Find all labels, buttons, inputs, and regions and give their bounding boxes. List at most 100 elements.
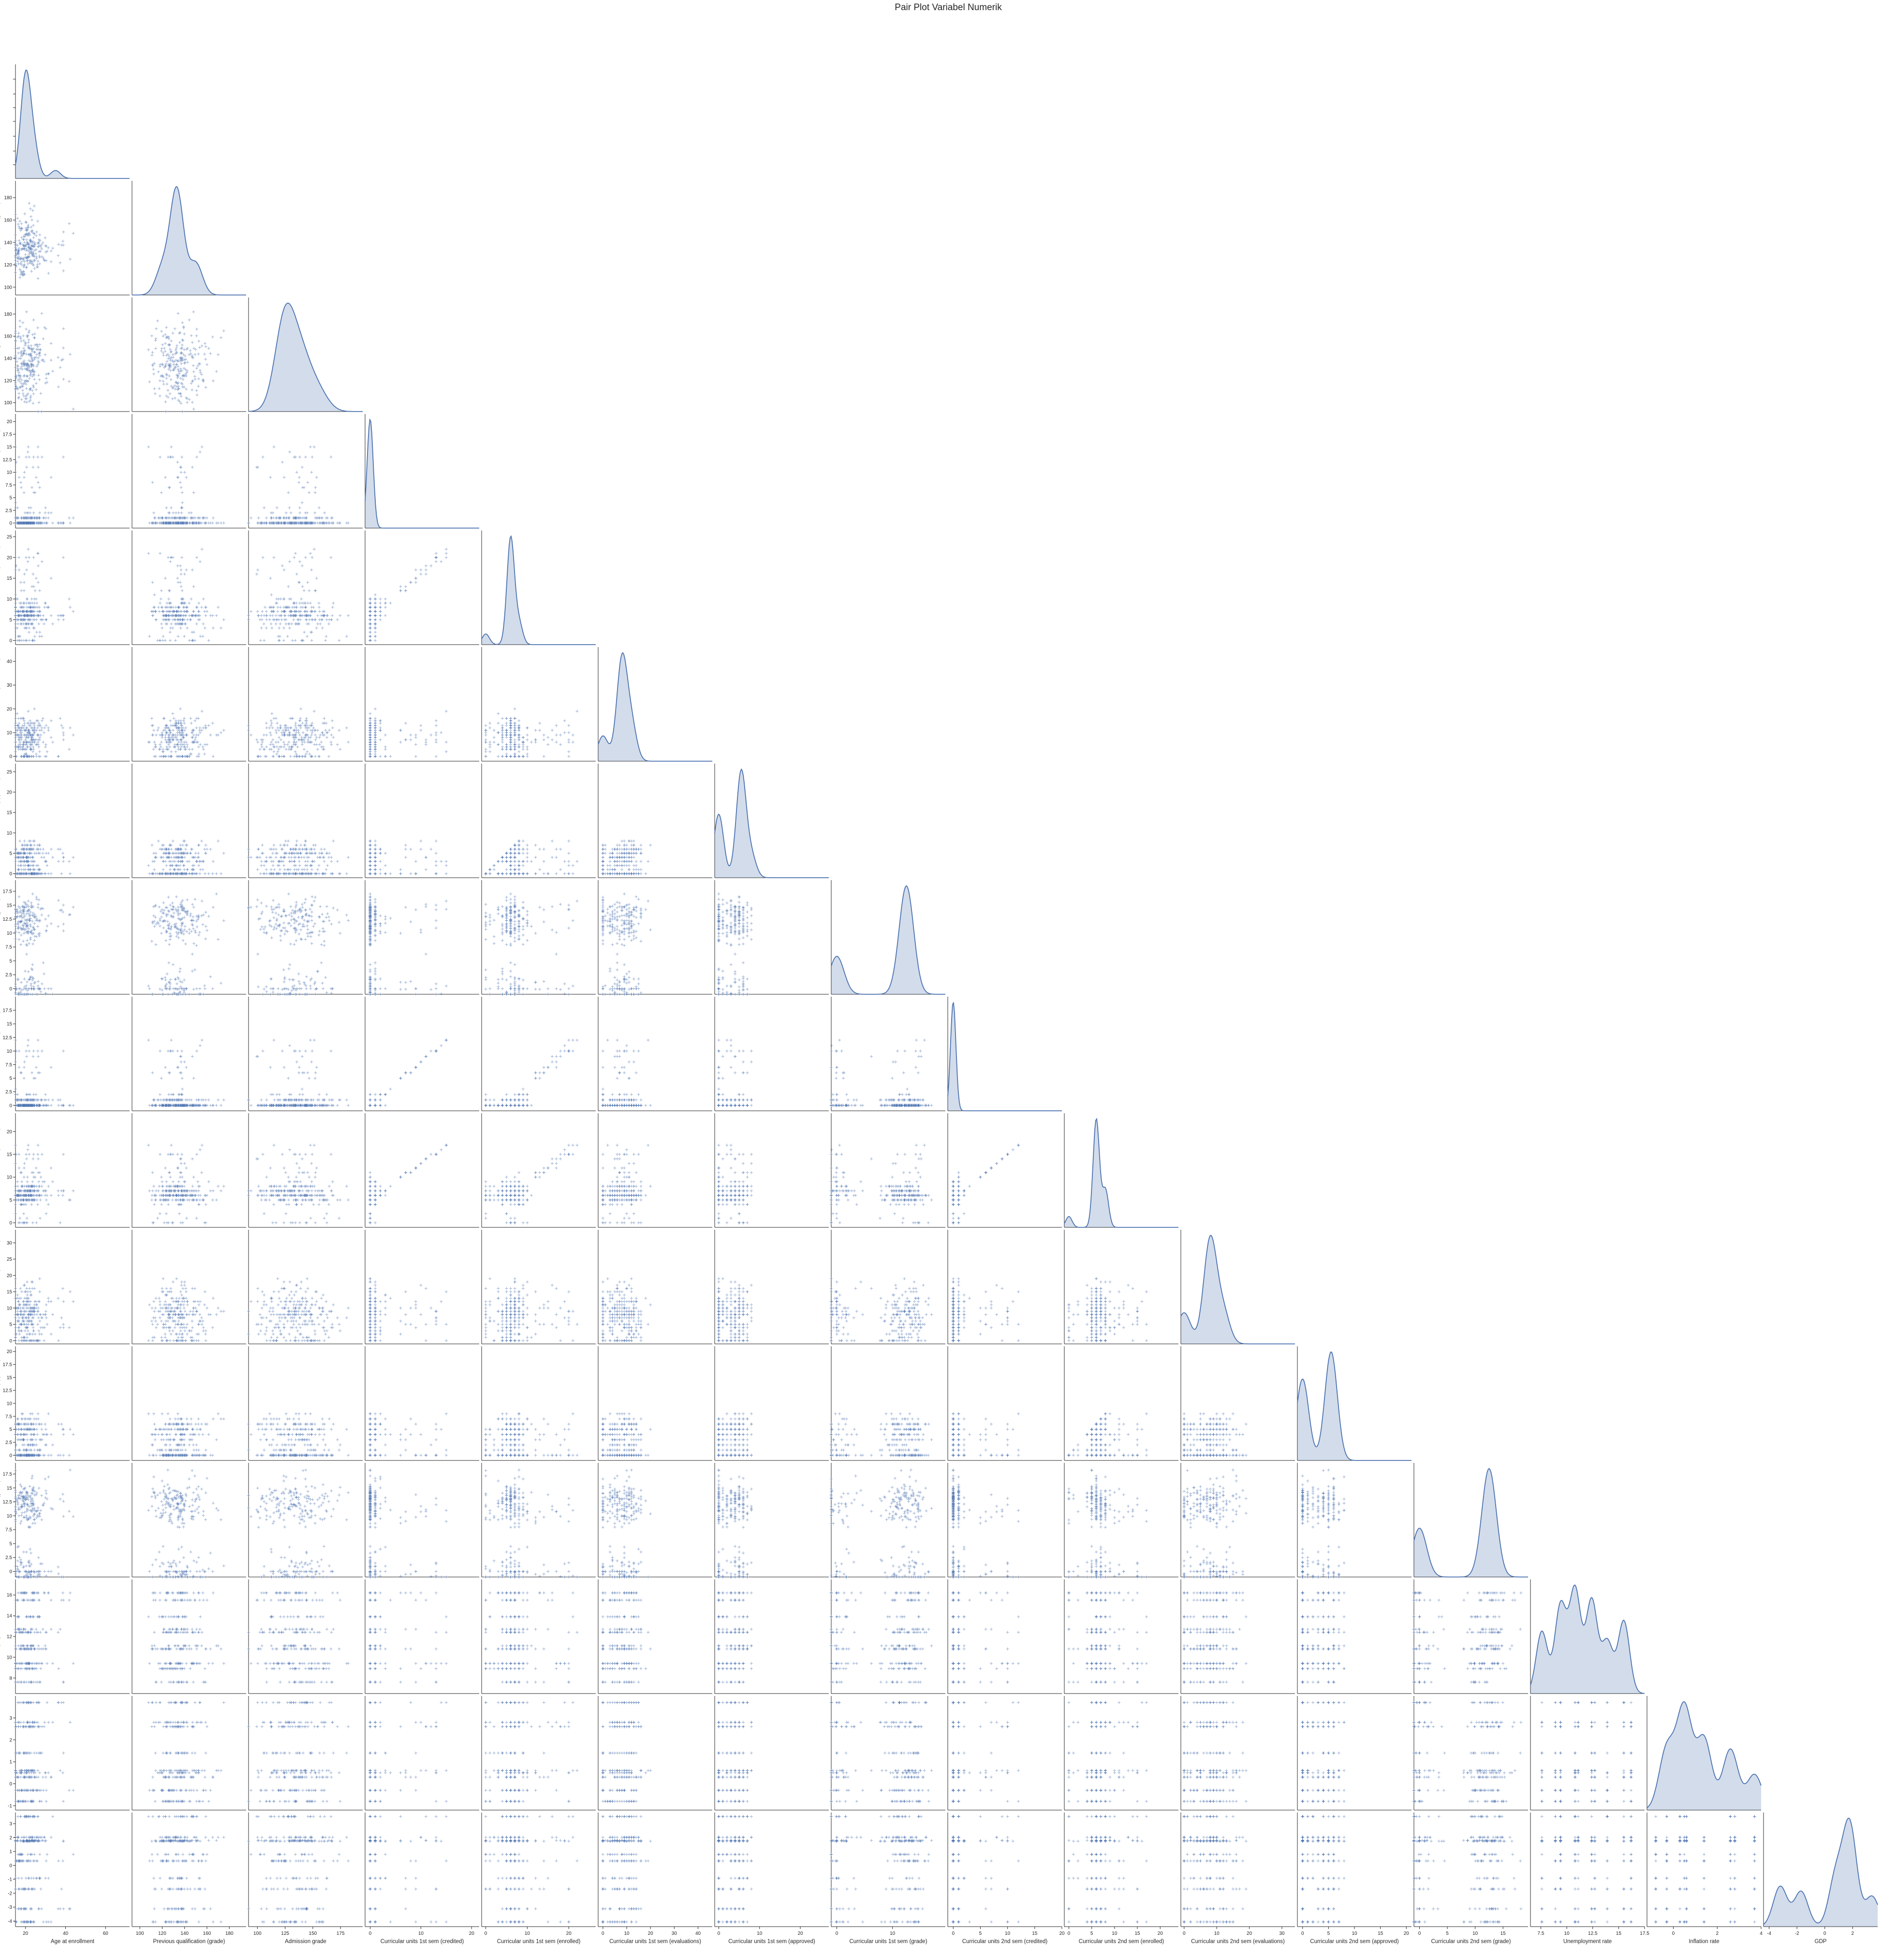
scatter-point — [164, 342, 167, 345]
scatter-point — [37, 260, 40, 263]
scatter-point — [50, 260, 53, 263]
scatter-point — [21, 389, 24, 392]
scatter-point — [184, 354, 187, 357]
scatter-point — [28, 400, 30, 403]
scatter-point — [154, 339, 157, 342]
scatter-point — [68, 380, 71, 383]
scatter-point — [197, 339, 200, 342]
scatter-point — [172, 363, 175, 366]
scatter-point — [47, 246, 50, 249]
scatter-point — [153, 362, 156, 365]
scatter-point — [37, 356, 40, 359]
scatter-point — [14, 271, 17, 274]
scatter-point — [199, 371, 202, 374]
scatter-point — [25, 266, 28, 269]
scatter-point — [25, 328, 28, 331]
scatter-point — [42, 338, 44, 340]
scatter-point — [14, 213, 17, 216]
scatter-point — [181, 385, 184, 388]
scatter-point — [33, 233, 36, 236]
scatter-point — [36, 345, 39, 348]
scatter-point — [20, 382, 23, 385]
scatter-point — [195, 328, 198, 331]
scatter-point — [51, 370, 54, 373]
y-tick-label: 140 — [4, 240, 12, 246]
scatter-point — [172, 353, 175, 356]
scatter-point — [33, 370, 36, 373]
scatter-point — [51, 247, 54, 250]
scatter-point — [164, 350, 167, 353]
scatter-point — [184, 358, 187, 361]
y-tick-label: 160 — [4, 218, 12, 223]
scatter-point — [18, 320, 21, 323]
scatter-point — [192, 310, 195, 313]
scatter-point — [154, 347, 157, 350]
scatter-point — [17, 357, 20, 360]
scatter-point — [207, 347, 210, 350]
scatter-point — [30, 219, 33, 221]
scatter-point — [47, 272, 50, 275]
y-tick-label: 120 — [4, 263, 12, 268]
scatter-point — [205, 386, 207, 389]
scatter-point — [171, 398, 174, 400]
scatter-point — [158, 387, 161, 390]
scatter-point — [191, 388, 193, 391]
scatter-point — [165, 383, 168, 385]
scatter-point — [20, 236, 23, 239]
scatter-point — [148, 381, 151, 383]
scatter-point — [42, 241, 44, 244]
cell-previous-qualification-grade-vs-previous-qualification-grade — [132, 181, 246, 295]
scatter-point — [14, 354, 17, 357]
scatter-point — [16, 347, 19, 350]
scatter-point — [61, 358, 64, 361]
scatter-point — [36, 263, 39, 266]
scatter-point — [27, 380, 29, 383]
scatter-point — [174, 327, 176, 330]
scatter-point — [170, 339, 173, 342]
scatter-point — [25, 401, 28, 404]
scatter-point — [23, 212, 26, 215]
y-tick-label: 180 — [4, 312, 12, 317]
scatter-point — [162, 352, 164, 354]
scatter-point — [50, 359, 53, 362]
scatter-point — [14, 246, 17, 249]
scatter-point — [150, 354, 153, 356]
scatter-point — [180, 347, 183, 350]
scatter-point — [192, 364, 195, 367]
scatter-point — [174, 397, 176, 399]
scatter-point — [181, 343, 184, 346]
scatter-point — [17, 392, 20, 395]
scatter-point — [22, 335, 25, 338]
scatter-point — [14, 243, 17, 246]
scatter-point — [72, 232, 74, 235]
cell-admission-grade-vs-previous-qualification-grade — [132, 297, 246, 413]
scatter-point — [185, 374, 188, 377]
scatter-point — [35, 382, 38, 385]
scatter-point — [164, 410, 167, 413]
scatter-point — [32, 224, 35, 227]
scatter-point — [29, 373, 32, 376]
scatter-point — [28, 331, 30, 334]
scatter-point — [31, 240, 34, 243]
scatter-point — [29, 344, 32, 347]
scatter-point — [25, 238, 28, 241]
scatter-point — [23, 241, 26, 244]
scatter-point — [203, 353, 206, 355]
scatter-point — [24, 253, 27, 256]
scatter-point — [156, 320, 159, 323]
scatter-point — [204, 358, 207, 361]
scatter-point — [172, 332, 175, 335]
scatter-point — [161, 343, 164, 346]
scatter-point — [38, 354, 41, 357]
scatter-point — [159, 395, 162, 398]
scatter-point — [159, 379, 162, 382]
scatter-point — [36, 220, 39, 222]
scatter-point — [40, 312, 43, 315]
scatter-point — [169, 369, 172, 372]
y-tick-label: 120 — [4, 378, 12, 383]
scatter-point — [198, 346, 201, 349]
scatter-point — [22, 395, 25, 398]
scatter-point — [22, 265, 25, 268]
scatter-point — [162, 363, 164, 366]
